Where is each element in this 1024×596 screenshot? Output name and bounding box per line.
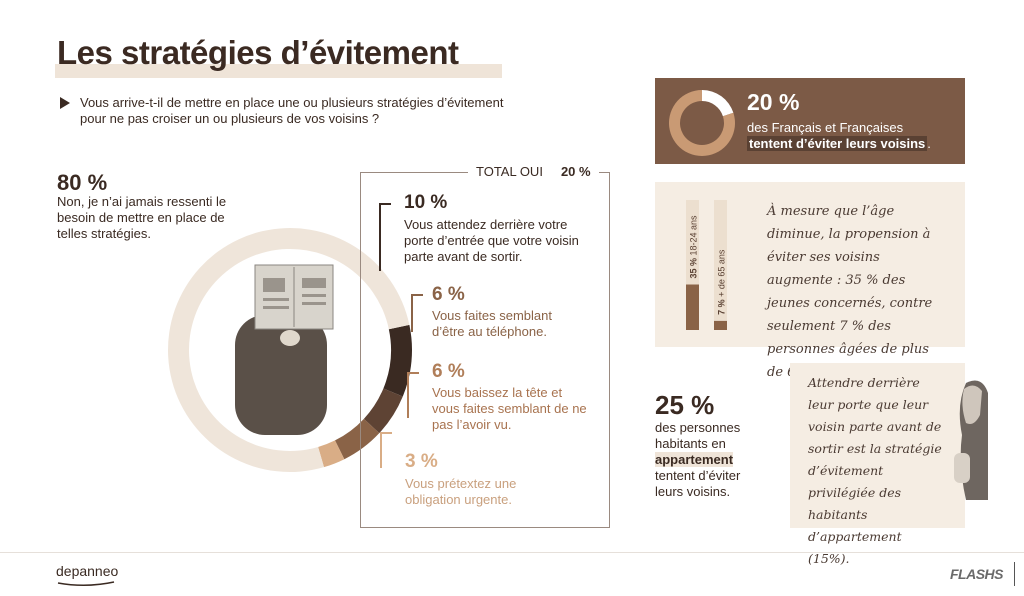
main-donut-chart	[168, 227, 412, 472]
age-panel	[655, 182, 965, 347]
slice-porte	[383, 324, 412, 397]
apartment-line-4: tentent d’éviter	[655, 468, 741, 483]
flashs-logo: FLASHS	[950, 566, 1004, 582]
age-bar-label: 7 % + de 65 ans	[717, 249, 727, 315]
bracket-item-4	[380, 432, 392, 468]
item-3-value: 6 %	[432, 361, 465, 382]
total-yes-value: 20 %	[560, 164, 591, 179]
survey-question: Vous arrive-t-il de mettre en place une …	[80, 95, 504, 126]
quote-panel	[790, 363, 965, 528]
page-title: Les stratégies d’évitement	[57, 34, 459, 71]
national-line-1: des Français et Françaises	[747, 120, 904, 135]
age-bar-track	[714, 200, 727, 330]
bracket-item-2	[411, 294, 423, 332]
item-2-text: Vous faites semblant d’être au téléphone…	[432, 308, 552, 339]
newspaper-reader-illustration	[235, 264, 334, 435]
depanneo-logo: depanneo	[56, 563, 119, 579]
age-bar-label: 35 % 18-24 ans	[689, 215, 699, 279]
play-arrow-icon	[60, 97, 70, 109]
small-donut-chart	[669, 90, 735, 156]
item-1-text: Vous attendez derrière votre porte d’ent…	[404, 217, 579, 264]
slice-obligation	[318, 440, 345, 468]
apartment-line-5: leurs voisins.	[655, 484, 731, 499]
national-line-2: tentent d’éviter leurs voisins.	[747, 136, 931, 151]
no-value: 80 %	[57, 170, 108, 195]
no-text: Non, je n’ai jamais ressenti le besoin d…	[57, 194, 227, 241]
item-4-value: 3 %	[405, 451, 438, 472]
title-highlight	[55, 64, 502, 78]
age-bar-chart: 35 % 18-24 ans 7 % + de 65 ans	[686, 200, 727, 330]
apartment-line-3: appartement	[655, 452, 740, 468]
national-highlight: tentent d’éviter leurs voisins	[747, 136, 928, 151]
age-bar	[686, 284, 699, 330]
bracket-item-3	[407, 372, 419, 418]
item-2-value: 6 %	[432, 284, 465, 305]
apartment-highlight: appartement	[655, 452, 734, 467]
slice-tete	[334, 418, 380, 460]
quote-text: Attendre derrière leur porte que leur vo…	[808, 375, 942, 566]
item-3-text: Vous baissez la tête et vous faites semb…	[432, 385, 587, 432]
slice-telephone	[363, 388, 403, 434]
footer-bar	[1014, 562, 1015, 586]
apartment-value: 25 %	[655, 390, 715, 420]
apartment-line-2: habitants en	[655, 436, 726, 451]
age-text: À mesure que l’âge diminue, la propensio…	[767, 204, 933, 380]
footer-divider	[0, 552, 1024, 553]
bracket-item-1	[379, 203, 391, 271]
total-yes-text: TOTAL OUI	[476, 164, 543, 179]
peeking-person-illustration	[954, 380, 988, 500]
apartment-line-1: des personnes	[655, 420, 741, 435]
national-value: 20 %	[747, 89, 800, 115]
item-4-text: Vous prétextez une obligation urgente.	[405, 476, 517, 507]
national-line-end: .	[927, 136, 931, 151]
age-bar	[714, 320, 727, 330]
logo-underline	[57, 581, 115, 586]
slice-oui	[702, 90, 734, 117]
apartment-text: des personnes habitants en appartement t…	[655, 420, 740, 500]
slice-non-small	[669, 90, 735, 156]
total-yes-label: TOTAL OUI 20 %	[468, 164, 599, 179]
item-1-value: 10 %	[404, 192, 448, 213]
